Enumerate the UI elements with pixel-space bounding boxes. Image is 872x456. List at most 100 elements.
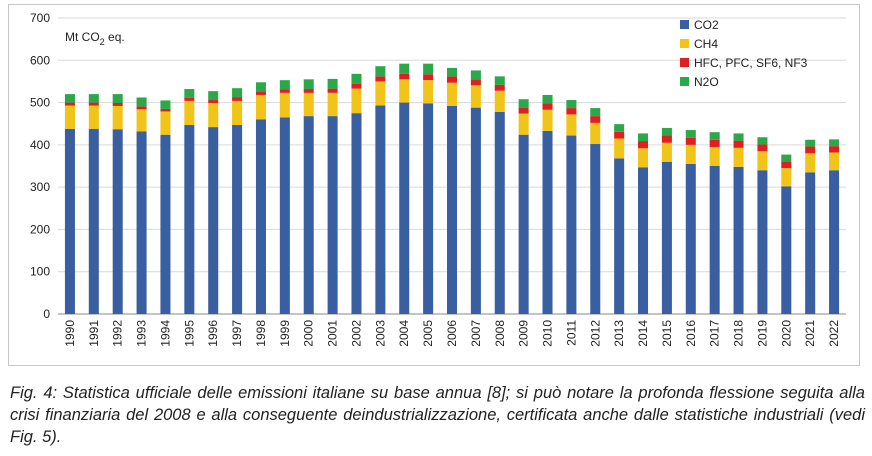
bar-segment	[470, 79, 481, 86]
bar-segment	[423, 103, 434, 314]
bar-segment	[232, 124, 243, 315]
bar-segment	[614, 131, 625, 139]
bar-segment	[542, 103, 553, 110]
bar-segment	[566, 100, 577, 109]
y-tick-label: 200	[30, 222, 50, 236]
bar-segment	[399, 63, 410, 74]
x-tick-label: 1997	[230, 320, 244, 347]
bar-segment	[351, 88, 362, 114]
y-tick-label: 0	[43, 307, 50, 321]
bar-segment	[661, 161, 672, 314]
bar-segment	[661, 135, 672, 143]
bar-segment	[112, 94, 123, 103]
x-tick-label: 2013	[612, 320, 626, 347]
bar-segment	[494, 111, 505, 314]
bars	[64, 63, 840, 315]
bar-segment	[590, 108, 601, 117]
bar-segment	[112, 102, 123, 106]
bar-segment	[638, 167, 649, 314]
bar-segment	[208, 102, 219, 128]
bar-segment	[88, 102, 99, 106]
bar-segment	[805, 172, 816, 314]
bar-segment	[375, 105, 386, 314]
bar-segment	[470, 107, 481, 314]
legend-swatch	[680, 20, 689, 29]
bar-segment	[638, 133, 649, 142]
x-tick-label: 2008	[493, 320, 507, 347]
x-tick-label: 2003	[373, 320, 387, 347]
legend-label: HFC, PFC, SF6, NF3	[694, 56, 808, 70]
bar-segment	[64, 128, 75, 314]
bar-segment	[494, 84, 505, 91]
bar-segment	[733, 140, 744, 148]
y-tick-label: 600	[30, 53, 50, 67]
bar-segment	[232, 100, 243, 125]
bar-segment	[136, 97, 147, 107]
bar-segment	[614, 124, 625, 132]
x-tick-label: 1992	[111, 320, 125, 347]
x-tick-label: 2011	[564, 320, 578, 346]
bar-segment	[733, 133, 744, 141]
bar-segment	[279, 92, 290, 118]
bar-segment	[685, 130, 696, 138]
bar-segment	[255, 119, 266, 314]
x-tick-label: 2002	[349, 320, 363, 347]
bar-segment	[661, 127, 672, 136]
bar-segment	[160, 100, 171, 109]
bar-segment	[781, 161, 792, 169]
bar-segment	[494, 76, 505, 85]
bar-segment	[614, 138, 625, 159]
bar-segment	[709, 166, 720, 314]
unit-label: Mt CO2 eq.	[65, 30, 125, 47]
bar-segment	[279, 89, 290, 93]
legend: CO2 CH4 HFC, PFC, SF6, NF3 N2O	[680, 18, 808, 89]
bar-segment	[423, 63, 434, 75]
bar-segment	[351, 83, 362, 89]
bar-segment	[446, 67, 458, 77]
bar-segment	[112, 129, 123, 314]
bar-segment	[351, 73, 362, 84]
bar-segment	[805, 153, 816, 173]
bar-segment	[638, 148, 649, 168]
y-tick-label: 700	[30, 11, 50, 25]
x-tick-label: 1994	[158, 320, 172, 347]
bar-segment	[64, 102, 75, 106]
x-tick-label: 2010	[541, 320, 555, 347]
x-tick-label: 2001	[326, 320, 340, 347]
bar-segment	[685, 144, 696, 164]
bar-segment	[88, 94, 99, 103]
legend-swatch	[680, 77, 689, 86]
bar-segment	[829, 152, 840, 171]
bar-segment	[446, 105, 458, 314]
bar-segment	[208, 127, 219, 315]
bar-segment	[542, 130, 553, 314]
bar-segment	[255, 82, 266, 92]
bar-segment	[136, 109, 147, 132]
bar-segment	[375, 81, 386, 106]
bar-segment	[232, 97, 243, 101]
bar-segment	[351, 113, 362, 315]
y-tick-label: 300	[30, 180, 50, 194]
bar-segment	[399, 79, 410, 103]
bar-segment	[327, 88, 338, 93]
bar-segment	[757, 170, 768, 314]
bar-segment	[733, 166, 744, 314]
bar-segment	[399, 73, 410, 80]
bar-segment	[279, 117, 290, 314]
x-tick-label: 1993	[135, 320, 149, 347]
figure-caption: Fig. 4: Statistica ufficiale delle emiss…	[10, 384, 865, 446]
bar-segment	[136, 106, 147, 110]
x-tick-label: 2004	[397, 320, 411, 347]
x-tick-label: 2000	[302, 320, 316, 347]
bar-segment	[494, 90, 505, 112]
bar-segment	[829, 170, 840, 314]
y-tick-label: 100	[30, 265, 50, 279]
bar-segment	[542, 94, 553, 104]
bar-segment	[709, 146, 720, 166]
bar-segment	[446, 76, 458, 83]
bar-segment	[160, 108, 171, 112]
x-tick-label: 2016	[684, 320, 698, 347]
bar-segment	[327, 78, 338, 89]
x-tick-label: 2018	[732, 320, 746, 347]
bar-segment	[160, 134, 171, 314]
